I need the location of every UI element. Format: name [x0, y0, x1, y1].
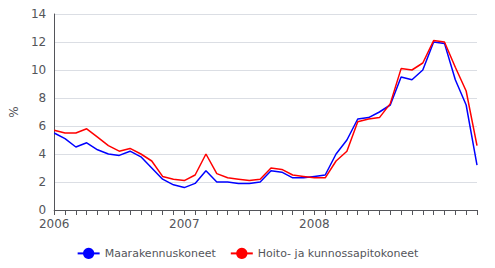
svg-text:2008: 2008	[299, 217, 330, 231]
svg-text:8: 8	[39, 91, 47, 105]
svg-text:10: 10	[31, 63, 46, 77]
svg-text:2007: 2007	[169, 217, 200, 231]
svg-text:Hoito- ja kunnossapitokoneet: Hoito- ja kunnossapitokoneet	[258, 247, 419, 260]
svg-text:0: 0	[39, 203, 47, 217]
svg-text:4: 4	[39, 147, 47, 161]
svg-text:%: %	[7, 106, 21, 117]
svg-text:12: 12	[31, 35, 46, 49]
svg-text:2: 2	[39, 175, 47, 189]
svg-text:14: 14	[31, 7, 46, 21]
svg-text:6: 6	[39, 119, 47, 133]
svg-text:Maarakennuskoneet: Maarakennuskoneet	[105, 247, 217, 260]
svg-text:2006: 2006	[39, 217, 70, 231]
